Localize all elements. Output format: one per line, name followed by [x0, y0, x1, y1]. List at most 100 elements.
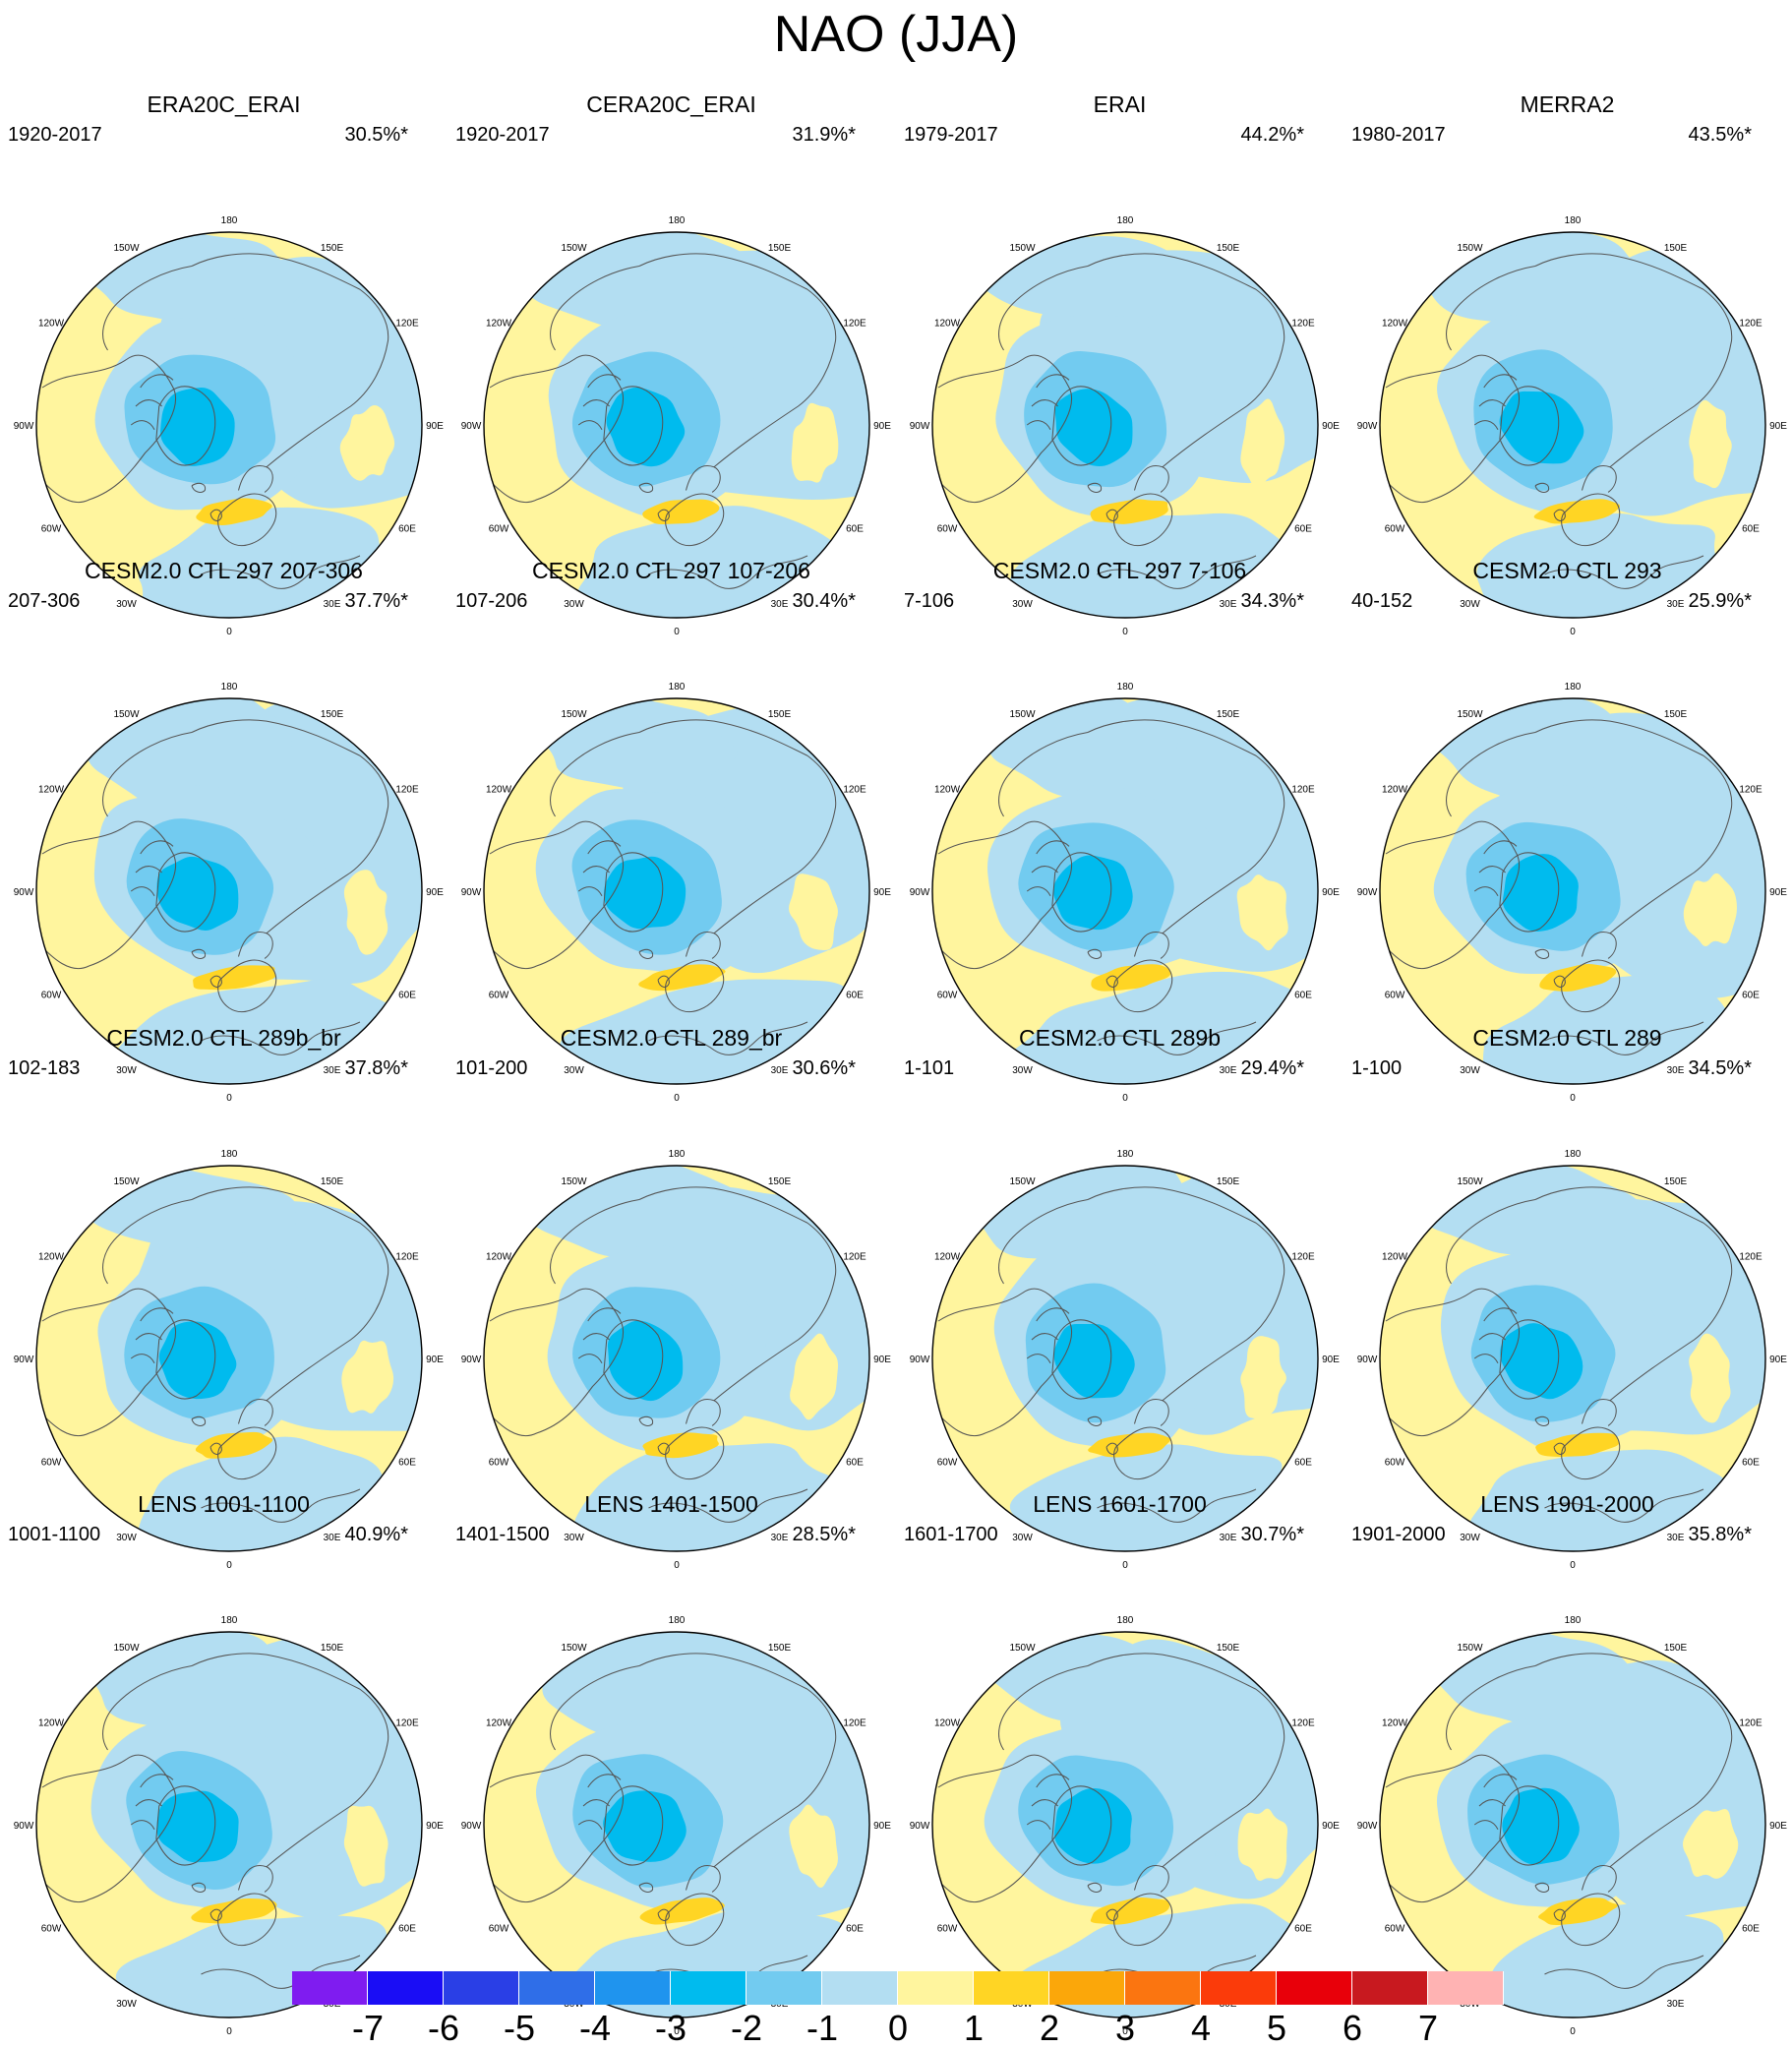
coastline-segment [1087, 1416, 1118, 1455]
longitude-label: 180 [669, 1149, 686, 1160]
longitude-label: 0 [674, 1093, 680, 1104]
map-boundary [35, 231, 423, 619]
longitude-label: 120W [934, 319, 961, 330]
field-positive [789, 873, 838, 950]
longitude-label: 90E [873, 421, 891, 432]
longitude-label: 90E [426, 421, 444, 432]
panel-variance-percent: 29.4%* [1240, 1057, 1305, 1079]
panel-title: ERA20C_ERAI [147, 91, 301, 117]
longitude-label: 0 [226, 1093, 232, 1104]
map-panel: 180 150E 120E 90E 60E 30E 0 30W 60W 90W 120W 150W CE… [448, 557, 895, 1104]
longitude-label: 150W [1457, 1643, 1483, 1654]
longitude-label: 180 [1565, 1149, 1582, 1160]
coastline-segment [155, 386, 216, 466]
panel-period: 1601-1700 [904, 1524, 998, 1545]
longitude-label: 30E [1667, 1533, 1685, 1543]
colorbar-label: -4 [578, 2008, 611, 2048]
coastline-segment [1473, 1307, 1518, 1363]
coastline-segment [1609, 1222, 1733, 1402]
panel-period: 1920-2017 [8, 124, 102, 146]
longitude-label: 60E [398, 1924, 416, 1935]
longitude-label: 60W [937, 1458, 958, 1469]
coastline-segment [1087, 1882, 1118, 1921]
coastline-segment [201, 1488, 361, 1523]
longitude-label: 150E [768, 1176, 792, 1187]
panel-title: CESM2.0 CTL 297 207-306 [85, 558, 363, 583]
coastline-segment [1087, 719, 1257, 756]
coastline-segment [237, 932, 273, 959]
longitude-label: 30W [1012, 1533, 1033, 1543]
field-positive [791, 402, 839, 483]
coastline-segment [1581, 932, 1617, 959]
longitude-label: 150W [1009, 1176, 1036, 1187]
coastline-segment [217, 493, 277, 547]
longitude-label: 90W [910, 887, 930, 898]
panel-variance-percent: 44.2%* [1240, 124, 1305, 146]
longitude-label: 30W [116, 1065, 137, 1076]
colorbar-swatch [292, 1971, 368, 2005]
coastline-segment [41, 1754, 177, 1902]
map-boundary [483, 1631, 870, 2018]
coastline-segment [1097, 1021, 1257, 1055]
coastline-segment [603, 1319, 664, 1400]
field-positive [790, 1333, 839, 1420]
longitude-label: 30W [564, 599, 584, 610]
field-positive [789, 1804, 838, 1888]
colorbar-swatch [519, 1971, 595, 2005]
longitude-label: 60W [1385, 1924, 1405, 1935]
coastline-segment [1473, 1774, 1518, 1830]
field-negative-core [1502, 1787, 1580, 1865]
longitude-label: 60W [489, 1458, 509, 1469]
longitude-label: 150W [113, 709, 140, 720]
coastline-segment [191, 1416, 222, 1455]
longitude-label: 90W [1357, 1821, 1378, 1832]
longitude-label: 180 [221, 1615, 238, 1626]
coastline-segment [937, 1288, 1073, 1436]
colorbar-label: -1 [806, 2008, 838, 2048]
longitude-label: 120W [486, 319, 512, 330]
map-boundary [1379, 1631, 1766, 2018]
longitude-label: 90W [14, 1821, 34, 1832]
longitude-label: 0 [674, 2026, 680, 2037]
longitude-label: 0 [1570, 627, 1576, 637]
coastline-segment [550, 1198, 640, 1285]
longitude-label: 30W [564, 1065, 584, 1076]
longitude-label: 90E [1322, 887, 1340, 898]
longitude-label: 90E [873, 1355, 891, 1365]
longitude-label: 150E [321, 243, 344, 254]
coastline-segment [191, 482, 222, 521]
panel-title: LENS 1001-1100 [138, 1491, 310, 1517]
coastline-segment [1385, 1288, 1521, 1436]
longitude-label: 180 [1565, 682, 1582, 693]
longitude-label: 90W [1357, 1355, 1378, 1365]
coastline-segment [550, 731, 640, 817]
coastline-segment [1162, 1222, 1285, 1402]
longitude-label: 180 [221, 682, 238, 693]
coastline-segment [191, 1186, 361, 1224]
coastline-segment [130, 1774, 174, 1830]
coastline-segment [155, 1319, 216, 1400]
panel-period: 1979-2017 [904, 124, 998, 146]
coastline-segment [1609, 754, 1733, 934]
field-negative-core [607, 1320, 684, 1402]
field-positive [1689, 1333, 1731, 1423]
map-panel: 180 150E 120E 90E 60E 30E 0 30W 60W 90W 120W 150W LE… [0, 1490, 448, 2037]
colorbar-label: 0 [887, 2008, 909, 2048]
coastline-segment [1162, 288, 1285, 468]
coastline-segment [266, 1688, 389, 1868]
longitude-label: 0 [1122, 2026, 1128, 2037]
longitude-label: 0 [226, 2026, 232, 2037]
longitude-label: 180 [1117, 682, 1134, 693]
coastline-segment [1534, 1653, 1704, 1690]
longitude-label: 180 [669, 215, 686, 226]
coastline-segment [1113, 959, 1173, 1013]
longitude-label: 30W [116, 599, 137, 610]
longitude-label: 60E [1294, 1458, 1312, 1469]
field-positive [343, 870, 388, 955]
longitude-label: 150E [768, 709, 792, 720]
panel-period: 1980-2017 [1351, 124, 1446, 146]
